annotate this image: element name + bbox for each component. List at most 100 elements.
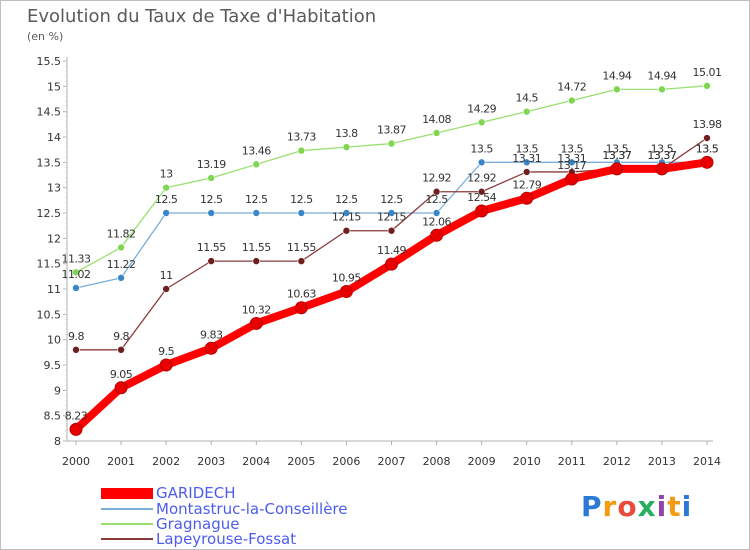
data-label: 13.5 <box>696 142 719 155</box>
data-label: 13.5 <box>696 142 719 155</box>
data-label: 13 <box>160 168 173 181</box>
data-label: 14.5 <box>515 92 538 105</box>
series-point-2 <box>567 96 576 105</box>
series-point-3 <box>297 257 306 265</box>
y-tick-label: 12 <box>47 232 61 245</box>
series-point-0 <box>69 422 83 436</box>
data-label: 13.37 <box>602 149 631 162</box>
series-point-2 <box>297 146 306 155</box>
legend-label-lapeyrouse: Lapeyrouse-Fossat <box>156 530 297 548</box>
x-tick-label: 2005 <box>287 455 315 468</box>
series-point-0 <box>339 285 353 299</box>
data-label: 14.08 <box>422 113 451 126</box>
data-label: 13.31 <box>512 152 541 165</box>
y-tick-label: 14.5 <box>37 106 62 119</box>
x-tick-label: 2003 <box>197 455 225 468</box>
y-tick-label: 12.5 <box>37 207 62 220</box>
data-label: 9.5 <box>158 345 174 358</box>
data-label: 12.5 <box>335 193 358 206</box>
data-label: 13.46 <box>242 144 271 157</box>
data-label: 11.82 <box>107 227 136 240</box>
data-label: 12.5 <box>200 193 223 206</box>
data-label: 14.94 <box>647 69 676 82</box>
y-tick-label: 14 <box>47 131 61 144</box>
legend-label-gragnague: Gragnague <box>156 515 240 533</box>
data-label: 13.5 <box>515 142 538 155</box>
series-point-1 <box>117 274 125 282</box>
y-tick-label: 13 <box>47 182 61 195</box>
data-label: 13.19 <box>197 158 226 171</box>
data-label: 13.5 <box>470 142 493 155</box>
data-label: 11.49 <box>377 244 406 257</box>
y-tick-label: 15.5 <box>37 55 62 68</box>
x-tick-label: 2007 <box>378 455 406 468</box>
data-label: 12.5 <box>245 193 268 206</box>
series-point-2 <box>117 243 125 252</box>
series-point-0 <box>385 257 398 271</box>
data-label: 13.37 <box>647 149 676 162</box>
logo-letter: i <box>656 490 668 523</box>
data-label: 9.83 <box>200 328 223 341</box>
logo-letter: o <box>617 490 638 523</box>
data-label: 12.15 <box>332 211 361 224</box>
y-tick-label: 11.5 <box>37 258 62 271</box>
x-tick-label: 2012 <box>603 455 631 468</box>
y-tick-label: 8.5 <box>44 410 62 423</box>
series-point-3 <box>703 134 711 142</box>
y-tick-label: 10.5 <box>37 308 62 321</box>
data-label: 8.23 <box>65 409 88 422</box>
data-label: 11.55 <box>287 241 316 254</box>
series-point-2 <box>252 160 261 169</box>
series-point-3 <box>432 187 441 196</box>
logo-letter: x <box>637 490 657 523</box>
x-tick-label: 2002 <box>152 455 180 468</box>
data-label: 13.37 <box>602 149 631 162</box>
data-label: 13.17 <box>557 159 586 172</box>
logo-letter: r <box>602 490 618 523</box>
data-label: 11.55 <box>242 241 271 254</box>
x-tick-label: 2001 <box>107 455 135 468</box>
series-point-1 <box>162 209 170 217</box>
x-tick-label: 2010 <box>513 455 541 468</box>
data-label: 14.94 <box>602 69 631 82</box>
series-point-0 <box>430 228 444 242</box>
series-point-0 <box>159 358 173 372</box>
series-point-2 <box>207 174 216 182</box>
y-tick-label: 13.5 <box>37 156 62 169</box>
data-label: 9.8 <box>113 330 129 343</box>
series-point-2 <box>342 143 351 151</box>
series-point-3 <box>117 345 125 354</box>
data-label: 12.5 <box>380 193 403 206</box>
data-label: 12.92 <box>422 172 451 185</box>
logo-letter: P <box>581 490 603 523</box>
data-label: 13.5 <box>561 142 584 155</box>
x-tick-label: 2000 <box>62 455 90 468</box>
data-label: 11 <box>160 269 173 282</box>
legend-swatch-montastruc <box>101 508 153 510</box>
series-point-2 <box>432 129 441 137</box>
series-point-1 <box>387 209 396 217</box>
series-point-0 <box>475 204 489 218</box>
x-tick-label: 2011 <box>558 455 586 468</box>
series-point-0 <box>655 162 669 176</box>
legend-item-lapeyrouse: Lapeyrouse-Fossat <box>101 530 297 548</box>
data-label: 10.95 <box>332 272 361 285</box>
data-label: 13.37 <box>647 149 676 162</box>
legend-label-montastruc: Montastruc-la-Conseillère <box>156 500 348 518</box>
series-point-2 <box>703 82 711 90</box>
data-label: 13.5 <box>651 142 674 155</box>
series-point-0 <box>520 191 534 205</box>
data-label: 11.55 <box>197 241 226 254</box>
series-point-3 <box>162 285 170 293</box>
data-label: 9.05 <box>110 368 133 381</box>
x-tick-label: 2014 <box>693 455 721 468</box>
series-point-1 <box>522 158 531 167</box>
series-point-2 <box>522 107 531 116</box>
x-tick-label: 2008 <box>423 455 451 468</box>
series-point-1 <box>297 209 306 217</box>
series-point-0 <box>204 341 218 355</box>
series-point-1 <box>252 209 261 217</box>
series-point-2 <box>162 183 170 192</box>
legend-label-garidech: GARIDECH <box>156 484 236 502</box>
